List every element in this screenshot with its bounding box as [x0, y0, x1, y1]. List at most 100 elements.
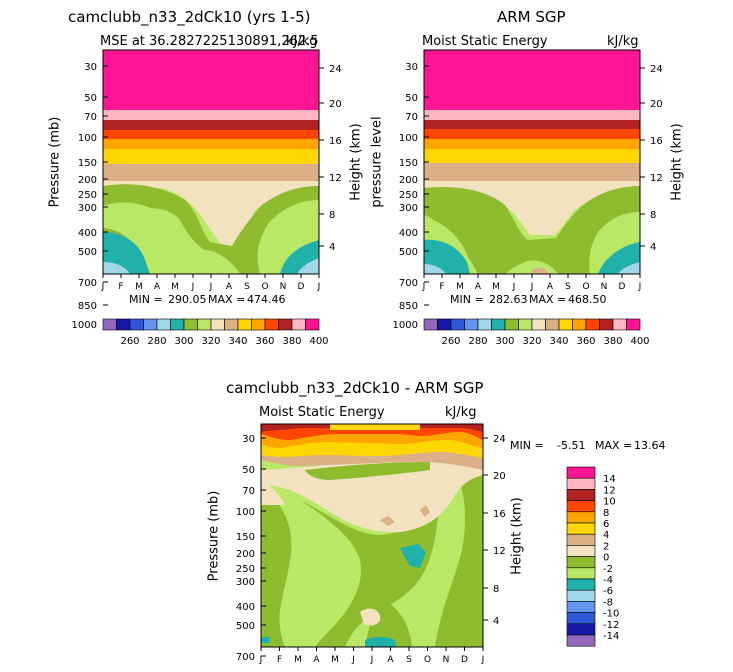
- p2-pressure-label: 100: [399, 133, 418, 144]
- p2-pressure-label: 1000: [393, 320, 418, 331]
- p3-level-olive-band: [305, 462, 430, 480]
- p2-pressure-label: 400: [399, 228, 418, 239]
- p2-colorbar-label: 360: [576, 336, 595, 347]
- p1-colorbar-label: 300: [174, 336, 193, 347]
- p3-month-label: A: [387, 655, 394, 665]
- p2-level-orange: [424, 138, 640, 149]
- p2-level-brick: [424, 119, 640, 129]
- p3-level-yellow-top: [261, 438, 483, 458]
- p2-pressure-label: 70: [405, 112, 418, 123]
- p1-month-label: J: [317, 282, 321, 292]
- p3-pressure-label: 150: [236, 532, 255, 543]
- p3-month-label: F: [277, 655, 282, 665]
- p3-level-tan-blob: [380, 516, 395, 526]
- p2-colorbar-label: 340: [549, 336, 568, 347]
- p3-month-label: J: [259, 655, 263, 665]
- p1-level-light-green-inner: [103, 202, 178, 274]
- p2-colorbar-swatch: [612, 318, 627, 331]
- p1-colorbar-swatch: [278, 318, 293, 331]
- p3-colorbar-swatch: [566, 578, 596, 591]
- p2-level-tan-blob: [530, 267, 548, 274]
- p3-colorbar-label: -10: [603, 609, 619, 620]
- p1-colorbar-swatch: [143, 318, 158, 331]
- p1-pressure-label: 500: [78, 247, 97, 258]
- p3-month-label: J: [370, 655, 374, 665]
- p1-colorbar-swatch: [102, 318, 117, 331]
- p3-month-label: A: [313, 655, 320, 665]
- panel1-max-label: MAX =: [208, 293, 246, 306]
- p1-pressure-label: 30: [84, 62, 97, 73]
- p1-pressure-label: 150: [78, 158, 97, 169]
- p3-colorbar-swatch: [566, 466, 596, 479]
- p2-pressure-label: 850: [399, 301, 418, 312]
- p1-colorbar-label: 360: [255, 336, 274, 347]
- p3-colorbar-label: 4: [603, 530, 609, 541]
- p1-level-pink: [103, 109, 319, 120]
- p2-month-label: J: [530, 282, 534, 292]
- p2-level-beige: [424, 180, 640, 235]
- p3-level-light-yellow-top: [330, 424, 420, 430]
- p2-colorbar-swatch: [477, 318, 492, 331]
- p3-pressure-label: 70: [242, 486, 255, 497]
- p1-colorbar-swatch: [156, 318, 171, 331]
- p2-colorbar-swatch: [545, 318, 560, 331]
- p3-level-olive-left: [261, 490, 292, 647]
- p2-colorbar-swatch: [531, 318, 546, 331]
- p2-colorbar-label: 400: [630, 336, 649, 347]
- p2-pressure-label: 50: [405, 93, 418, 104]
- p2-month-label: D: [619, 282, 626, 292]
- panel2-subtitle-left: Moist Static Energy: [422, 34, 548, 49]
- p2-level-tan: [424, 162, 640, 181]
- p2-pressure-label: 250: [399, 190, 418, 201]
- p3-pressure-label: 200: [236, 549, 255, 560]
- p1-colorbar-swatch: [197, 318, 212, 331]
- p3-colorbar-swatch: [566, 533, 596, 546]
- p2-month-label: S: [565, 282, 571, 292]
- p2-month-label: N: [601, 282, 608, 292]
- p2-level-pink: [424, 109, 640, 120]
- p1-colorbar-swatch: [170, 318, 185, 331]
- p2-colorbar-label: 380: [603, 336, 622, 347]
- p3-pressure-label: 250: [236, 564, 255, 575]
- p3-colorbar-label: 10: [603, 497, 616, 508]
- p3-pressure-label: 100: [236, 507, 255, 518]
- p3-level-olive-right: [435, 470, 483, 647]
- p3-height-label: 24: [493, 434, 506, 445]
- panel3-max-label: MAX =: [595, 439, 633, 452]
- p3-colorbar-label: 6: [603, 519, 609, 530]
- p1-month-label: N: [280, 282, 287, 292]
- p3-colorbar-label: 0: [603, 553, 609, 564]
- p2-colorbar-swatch: [626, 318, 641, 331]
- p1-colorbar-label: 260: [120, 336, 139, 347]
- p1-pressure-label: 300: [78, 203, 97, 214]
- panel3-subtitle-left: Moist Static Energy: [259, 405, 385, 420]
- p3-colorbar-label: -4: [603, 575, 613, 586]
- p2-colorbar-label: 300: [495, 336, 514, 347]
- p3-month-label: M: [331, 655, 339, 665]
- p3-pressure-label: 30: [242, 434, 255, 445]
- p3-colorbar-swatch: [566, 522, 596, 535]
- p2-month-label: F: [439, 282, 444, 292]
- p1-colorbar-swatch: [305, 318, 320, 331]
- p3-colorbar-label: -14: [603, 631, 619, 642]
- panel2-max-value: 468.50: [568, 293, 607, 306]
- panel2-min-value: 282.63: [489, 293, 528, 306]
- p3-colorbar-swatch: [566, 556, 596, 569]
- p2-level-teal: [424, 239, 470, 274]
- panel3-min-value: -5.51: [557, 439, 586, 452]
- p3-pressure-label: 700: [236, 652, 255, 663]
- p2-height-label: 4: [650, 242, 656, 253]
- p2-level-cyan-right: [618, 262, 640, 274]
- p3-month-label: J: [481, 655, 485, 665]
- p3-month-label: J: [351, 655, 355, 665]
- p3-colorbar-swatch: [566, 477, 596, 490]
- p1-month-label: D: [298, 282, 305, 292]
- p1-level-cyan: [103, 262, 130, 274]
- p1-month-label: A: [154, 282, 161, 292]
- p3-pressure-label: 50: [242, 465, 255, 476]
- p3-month-label: S: [406, 655, 412, 665]
- p3-pressure-label: 400: [236, 602, 255, 613]
- p1-pressure-label: 200: [78, 175, 97, 186]
